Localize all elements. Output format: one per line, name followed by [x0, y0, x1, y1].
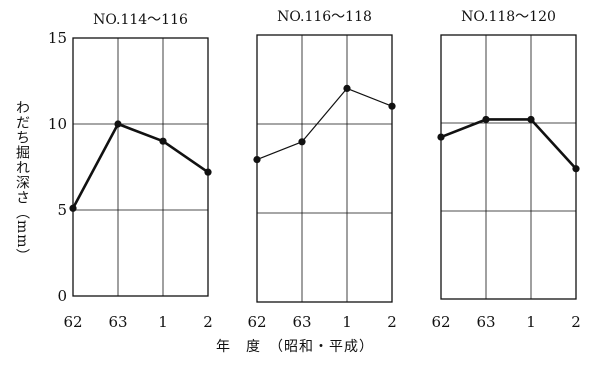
x-tick-label: 1: [342, 313, 352, 331]
panel-frame-1: [72, 37, 209, 297]
panel-frame-3: [440, 34, 577, 300]
x-tick-label: 2: [387, 313, 397, 331]
panel-title-1: NO.114～116: [93, 12, 188, 28]
x-tick-label: 62: [431, 313, 450, 331]
data-point: [482, 115, 490, 124]
x-tick-label: 63: [292, 313, 311, 331]
data-point: [298, 138, 306, 146]
series-line-2: [256, 87, 393, 161]
data-point: [69, 204, 77, 212]
y-tick-label: 10: [48, 115, 67, 133]
data-point: [343, 84, 351, 92]
x-tick-label: 62: [247, 313, 266, 331]
series-line-3: [440, 118, 577, 170]
data-point: [527, 115, 535, 124]
x-tick-label: 1: [158, 313, 168, 331]
panel-frame-2: [256, 34, 393, 303]
x-tick-label: 2: [203, 313, 213, 331]
data-point: [159, 137, 167, 145]
x-tick-label: 1: [526, 313, 536, 331]
data-point: [253, 156, 261, 164]
x-tick-label: 63: [108, 313, 127, 331]
data-point: [437, 133, 445, 141]
y-tick-label: 5: [57, 201, 67, 219]
x-tick-label: 63: [476, 313, 495, 331]
y-tick-label: 15: [48, 29, 67, 47]
series-line-1: [71, 122, 209, 209]
y-tick-label: 0: [57, 287, 67, 305]
x-axis-label: 年 度 （昭和・平成）: [216, 339, 374, 355]
panel-title-3: NO.118～120: [461, 9, 556, 25]
data-point: [572, 165, 580, 173]
x-tick-label: 2: [571, 313, 581, 331]
panel-title-2: NO.116～118: [277, 9, 372, 25]
data-point: [388, 102, 396, 110]
x-tick-label: 62: [63, 313, 82, 331]
data-point: [114, 120, 122, 128]
data-point: [204, 168, 212, 176]
y-axis-label: わだち掘れ深さ（mm）: [14, 100, 30, 264]
